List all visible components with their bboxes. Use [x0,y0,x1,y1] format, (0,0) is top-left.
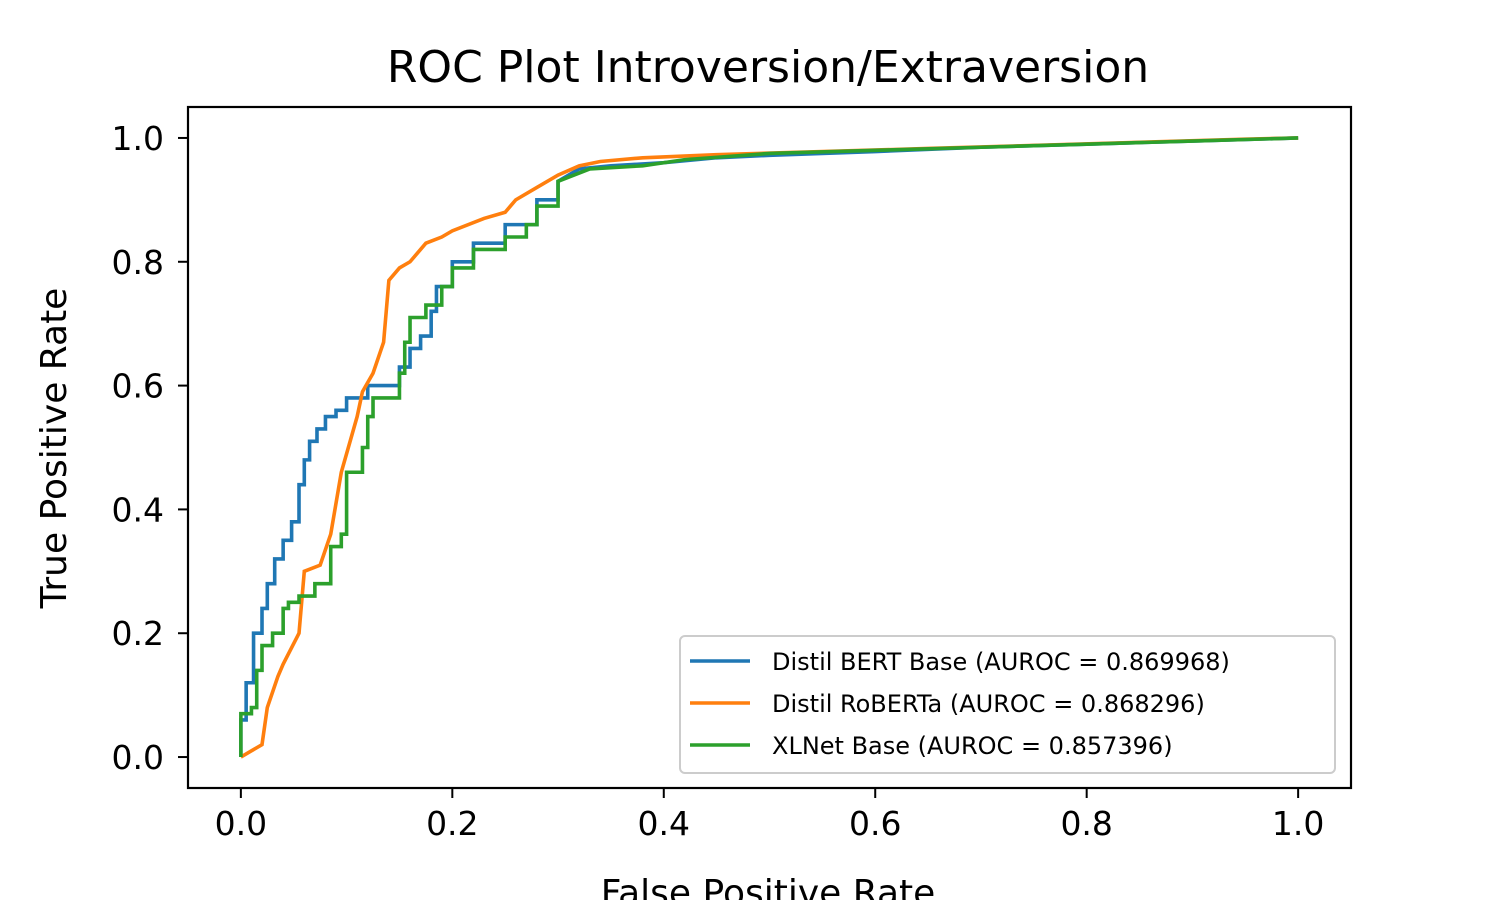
x-tick-label: 0.2 [426,804,478,843]
legend-label-2: Distil RoBERTa (AUROC = 0.868296) [772,690,1205,718]
y-tick-label: 0.8 [112,243,164,282]
legend: Distil BERT Base (AUROC = 0.869968) Disti… [679,635,1336,774]
y-tick-label: 0.0 [112,738,164,777]
x-axis-label: False Positive Rate [601,873,936,900]
legend-label-1: Distil BERT Base (AUROC = 0.869968) [772,648,1230,676]
series-line-3 [239,136,1299,758]
legend-box [679,635,1336,774]
x-axis: 0.0 0.2 0.4 0.6 0.8 1.0 [215,788,1324,843]
series-layer [239,136,1299,759]
legend-label-3: XLNet Base (AUROC = 0.857396) [772,732,1173,760]
y-tick-label: 0.6 [112,367,164,406]
y-axis: 0.0 0.2 0.4 0.6 0.8 1.0 [112,119,188,777]
y-tick-label: 0.4 [112,490,164,529]
series-line-2 [239,136,1299,759]
x-tick-label: 0.8 [1060,804,1112,843]
x-tick-label: 0.0 [215,804,267,843]
plot-frame [186,105,1353,790]
y-tick-label: 1.0 [112,119,164,158]
y-axis-label: True Positive Rate [34,288,75,610]
x-tick-label: 0.4 [638,804,690,843]
x-tick-label: 1.0 [1272,804,1324,843]
y-tick-label: 0.2 [112,614,164,653]
chart-title: ROC Plot Introversion/Extraversion [387,42,1149,93]
x-tick-label: 0.6 [849,804,901,843]
